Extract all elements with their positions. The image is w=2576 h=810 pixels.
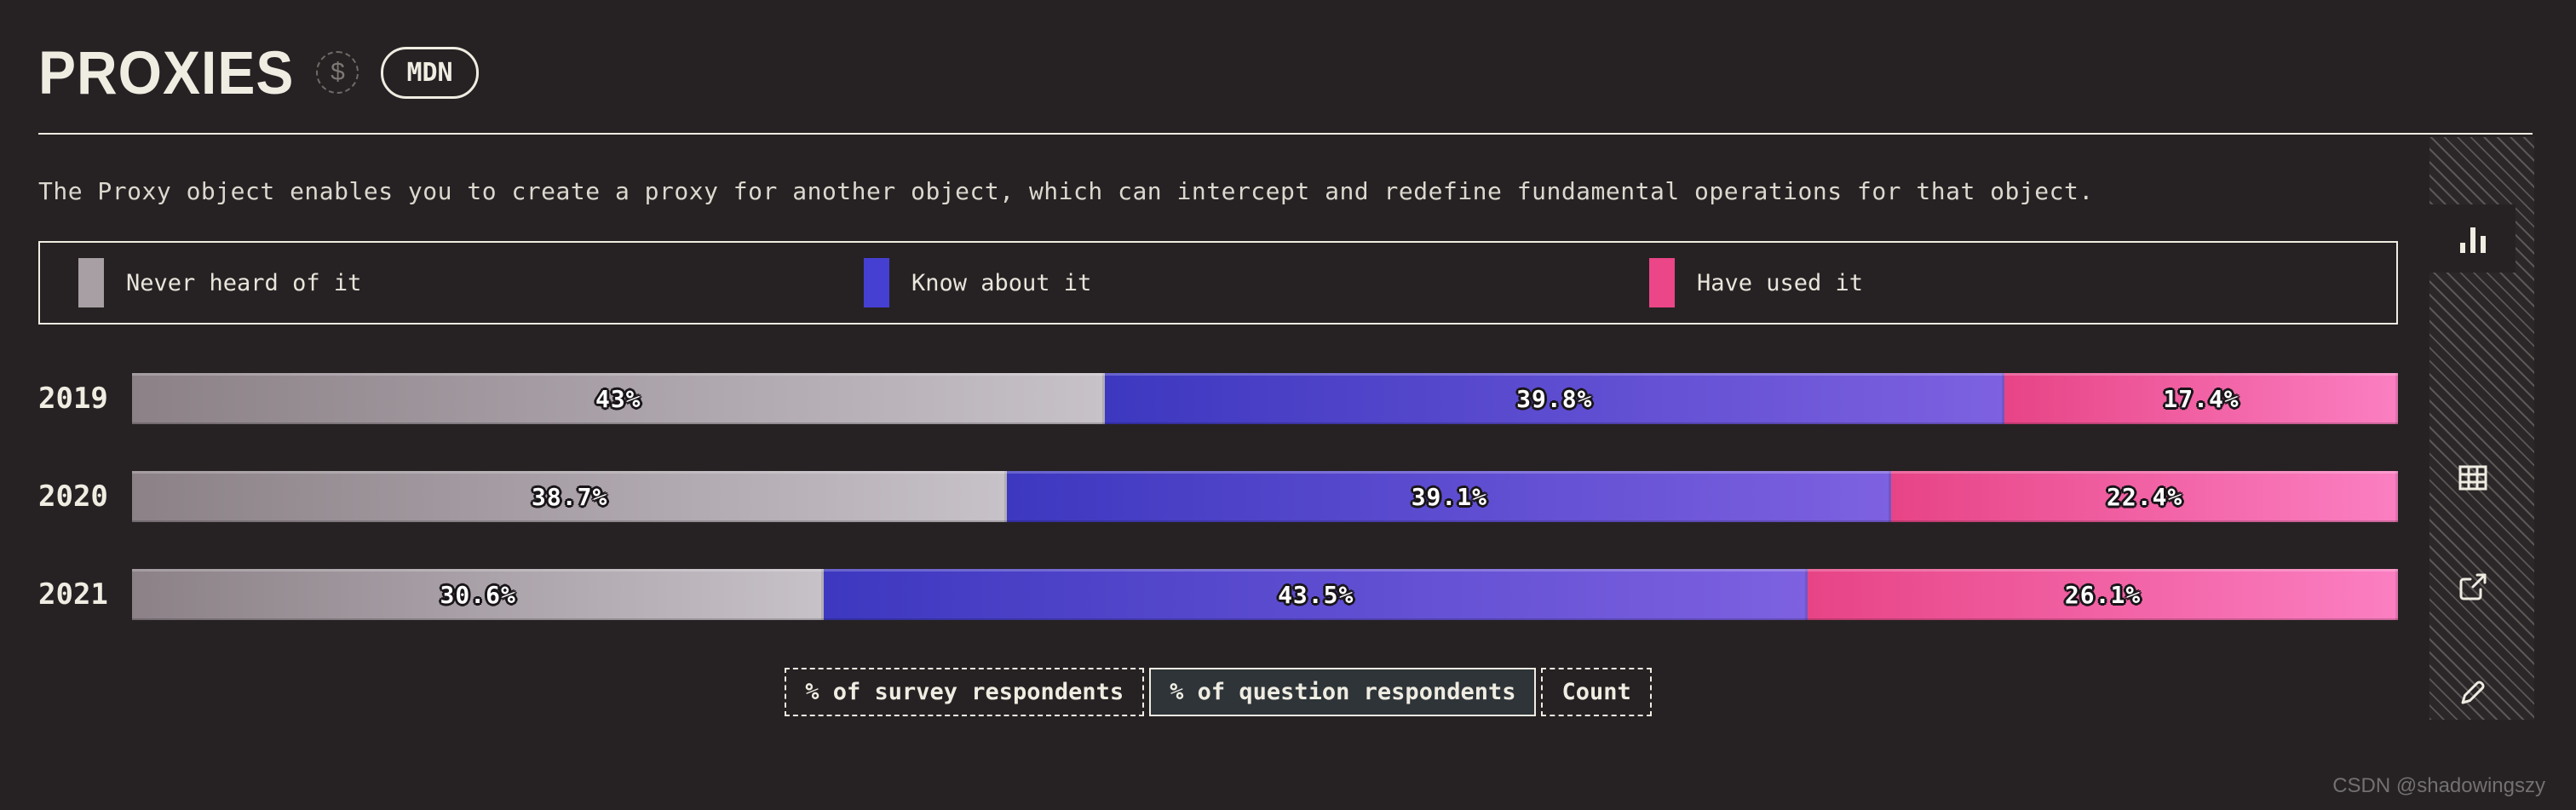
legend-item-0[interactable]: Never heard of it	[40, 258, 825, 307]
units-option-1[interactable]: % of question respondents	[1149, 668, 1537, 716]
chart-row-2019: 2019 43% 39.8% 17.4%	[38, 373, 2398, 424]
chart-row-2020: 2020 38.7% 39.1% 22.4%	[38, 471, 2398, 522]
segment-2020-have-used-it[interactable]: 22.4%	[1891, 471, 2398, 522]
bar-chart-icon	[2455, 221, 2491, 256]
chart-row-2021: 2021 30.6% 43.5% 26.1%	[38, 569, 2398, 620]
legend-swatch	[1649, 258, 1675, 307]
segment-2020-never-heard-of-it[interactable]: 38.7%	[132, 471, 1008, 522]
value-label: 22.4%	[2107, 482, 2183, 511]
bar-2019: 43% 39.8% 17.4%	[132, 373, 2398, 424]
segment-2021-have-used-it[interactable]: 26.1%	[1808, 569, 2398, 620]
value-label: 43.5%	[1278, 580, 1354, 609]
legend-item-1[interactable]: Know about it	[825, 258, 1611, 307]
segment-2019-have-used-it[interactable]: 17.4%	[2004, 373, 2398, 424]
value-label: 43%	[595, 384, 641, 413]
units-option-0[interactable]: % of survey respondents	[785, 668, 1145, 716]
year-label: 2020	[38, 480, 108, 514]
edit-button[interactable]	[2429, 658, 2516, 727]
value-label: 26.1%	[2064, 580, 2142, 609]
segment-2019-know-about-it[interactable]: 39.8%	[1104, 373, 2005, 424]
legend: Never heard of it Know about it Have used …	[38, 241, 2398, 325]
value-label: 39.1%	[1411, 482, 1487, 511]
value-label: 17.4%	[2163, 384, 2240, 413]
main: The Proxy object enables you to create a…	[38, 177, 2398, 716]
header: PROXIES $ MDN	[38, 0, 2533, 135]
segment-2020-know-about-it[interactable]: 39.1%	[1007, 471, 1892, 522]
legend-swatch	[78, 258, 104, 307]
segment-2021-know-about-it[interactable]: 43.5%	[824, 569, 1808, 620]
legend-label: Never heard of it	[126, 269, 362, 296]
value-label: 39.8%	[1516, 384, 1593, 413]
units-option-2[interactable]: Count	[1541, 668, 1652, 716]
mdn-badge[interactable]: MDN	[381, 46, 479, 99]
bar-2021: 30.6% 43.5% 26.1%	[132, 569, 2398, 620]
external-link-icon	[2455, 569, 2491, 605]
legend-label: Have used it	[1697, 269, 1864, 296]
segment-2021-never-heard-of-it[interactable]: 30.6%	[132, 569, 825, 620]
pencil-icon	[2455, 675, 2491, 710]
watermark: CSDN @shadowingszy	[2332, 774, 2545, 797]
stacked-bar-chart: 2019 43% 39.8% 17.4% 2020 38.7% 39.1% 22.4% 2021…	[38, 373, 2398, 620]
bar-2020: 38.7% 39.1% 22.4%	[132, 471, 2398, 522]
dollar-icon[interactable]: $	[316, 51, 359, 94]
sidebar-strip	[2429, 137, 2534, 720]
table-tab-button[interactable]	[2429, 444, 2516, 512]
legend-label: Know about it	[911, 269, 1092, 296]
value-label: 30.6%	[440, 580, 516, 609]
year-label: 2021	[38, 577, 108, 612]
value-label: 38.7%	[532, 482, 608, 511]
legend-swatch	[864, 258, 889, 307]
year-label: 2019	[38, 382, 108, 416]
units-switcher: % of survey respondents% of question res…	[38, 668, 2398, 716]
page-title: PROXIES	[38, 38, 295, 106]
export-button[interactable]	[2429, 553, 2516, 621]
bar-chart-tab-button[interactable]	[2429, 204, 2516, 273]
dollar-glyph: $	[331, 58, 345, 86]
table-icon	[2455, 460, 2491, 496]
segment-2019-never-heard-of-it[interactable]: 43%	[132, 373, 1105, 424]
description-text: The Proxy object enables you to create a…	[38, 177, 2094, 205]
legend-item-2[interactable]: Have used it	[1611, 258, 2396, 307]
